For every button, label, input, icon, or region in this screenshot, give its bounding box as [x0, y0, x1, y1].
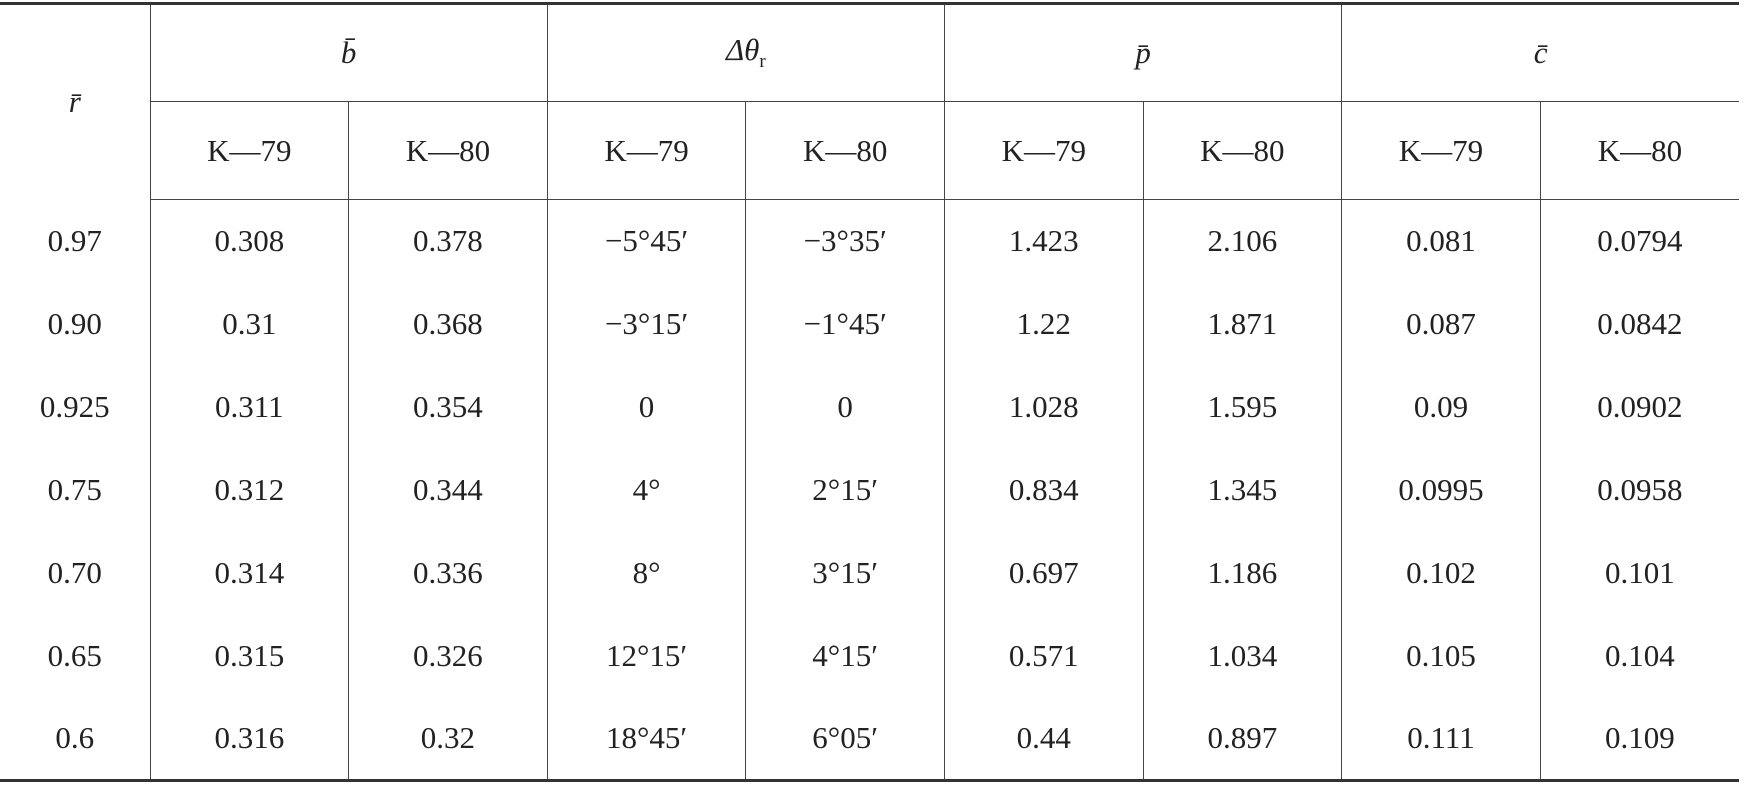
- cell: 0.101: [1539, 531, 1739, 615]
- row-label: 0.75: [47, 472, 102, 507]
- cell: 0.105: [1341, 614, 1541, 698]
- cell: 0.081: [1341, 199, 1541, 283]
- group-label: b̄: [340, 35, 357, 70]
- cell: 0.897: [1142, 697, 1342, 782]
- cell: 18°45′: [546, 697, 746, 782]
- cell: 1.345: [1142, 448, 1342, 532]
- cell: −3°15′: [546, 282, 746, 366]
- cell: 1.423: [943, 199, 1144, 283]
- cell: 8°: [546, 531, 746, 615]
- table-row: 0.925 0.311 0.354 0 0 1.028 1.595 0.09 0.0902: [0, 365, 1739, 449]
- cell: 0.109: [1539, 697, 1739, 782]
- cell: −1°45′: [745, 282, 945, 366]
- subcolumn-header: K—79: [943, 101, 1144, 200]
- cell: 0.44: [943, 697, 1144, 782]
- cell: 0.368: [348, 282, 548, 366]
- group-header: Δθr: [546, 2, 945, 102]
- table-row: 0.6 0.316 0.32 18°45′ 6°05′ 0.44 0.897 0.111 0.1…: [0, 697, 1739, 782]
- cell: 2°15′: [745, 448, 945, 532]
- cell: 4°15′: [745, 614, 945, 698]
- cell: 0.378: [348, 199, 548, 283]
- table-row: 0.97 0.308 0.378 −5°45′ −3°35′ 1.423 2.106 0.08…: [0, 199, 1739, 283]
- cell: 0.336: [348, 531, 548, 615]
- cell: 0.344: [348, 448, 548, 532]
- cell: 0.314: [149, 531, 349, 615]
- cell: 1.186: [1142, 531, 1342, 615]
- group-header-row: r̄ b̄ Δθr p̄ c̄: [0, 2, 1739, 200]
- group-header: b̄: [149, 2, 548, 102]
- cell: 1.034: [1142, 614, 1342, 698]
- cell: 12°15′: [546, 614, 746, 698]
- table-body: 0.97 0.308 0.378 −5°45′ −3°35′ 1.423 2.106 0.08…: [0, 199, 1739, 782]
- cell: 3°15′: [745, 531, 945, 615]
- cell: 0.311: [149, 365, 349, 449]
- cell: 0.09: [1341, 365, 1541, 449]
- cell: 0.0995: [1341, 448, 1541, 532]
- cell: 0.315: [149, 614, 349, 698]
- subcolumn-header: K—80: [348, 101, 548, 200]
- cell: 0.087: [1341, 282, 1541, 366]
- cell: 0.316: [149, 697, 349, 782]
- group-header: p̄: [943, 2, 1342, 102]
- row-label: 0.925: [39, 389, 110, 424]
- group-label: p̄: [1135, 35, 1151, 70]
- cell: 0.104: [1539, 614, 1739, 698]
- cell: 0: [546, 365, 746, 449]
- cell: 0.697: [943, 531, 1144, 615]
- row-label: 0.90: [47, 306, 102, 341]
- table-row: 0.70 0.314 0.336 8° 3°15′ 0.697 1.186 0.102 0.10…: [0, 531, 1739, 615]
- cell: 0: [745, 365, 945, 449]
- cell: 0.312: [149, 448, 349, 532]
- row-label: 0.97: [47, 223, 102, 258]
- subcolumn-header: K—79: [546, 101, 746, 200]
- cell: 0.0958: [1539, 448, 1739, 532]
- row-label: 0.70: [47, 555, 102, 590]
- cell: −3°35′: [745, 199, 945, 283]
- group-label: Δθ: [725, 32, 760, 68]
- subcolumn-header: K—79: [149, 101, 349, 200]
- row-header: r̄: [0, 2, 151, 200]
- cell: 0.102: [1341, 531, 1541, 615]
- cell: 1.871: [1142, 282, 1342, 366]
- cell: 0.32: [348, 697, 548, 782]
- cell: 0.308: [149, 199, 349, 283]
- row-label: 0.6: [0, 697, 151, 782]
- subcolumn-header: K—79: [1341, 101, 1541, 200]
- subcolumn-header: K—80: [1539, 101, 1739, 200]
- group-subscript: r: [759, 51, 766, 73]
- table-row: 0.75 0.312 0.344 4° 2°15′ 0.834 1.345 0.0995 0.0…: [0, 448, 1739, 532]
- cell: −5°45′: [546, 199, 746, 283]
- cell: 0.326: [348, 614, 548, 698]
- subheader-row: K—79 K—80 K—79 K—80 K—79 K—80 K—79 K—80: [0, 101, 1739, 200]
- cell: 0.0842: [1539, 282, 1739, 366]
- group-header: c̄: [1341, 2, 1739, 102]
- cell: 0.354: [348, 365, 548, 449]
- cell: 1.028: [943, 365, 1144, 449]
- cell: 0.834: [943, 448, 1144, 532]
- cell: 0.0794: [1539, 199, 1739, 283]
- cell: 0.0902: [1539, 365, 1739, 449]
- cell: 6°05′: [745, 697, 945, 782]
- table-row: 0.90 0.31 0.368 −3°15′ −1°45′ 1.22 1.871 0.087 0…: [0, 282, 1739, 366]
- row-label: 0.65: [47, 638, 102, 673]
- cell: 2.106: [1142, 199, 1342, 283]
- row-header-label: r̄: [68, 84, 81, 120]
- subcolumn-header: K—80: [1142, 101, 1342, 200]
- cell: 0.571: [943, 614, 1144, 698]
- cell: 0.111: [1341, 697, 1541, 782]
- cell: 0.31: [149, 282, 349, 366]
- group-label: c̄: [1533, 35, 1548, 70]
- cell: 4°: [546, 448, 746, 532]
- cell: 1.22: [943, 282, 1144, 366]
- cell: 1.595: [1142, 365, 1342, 449]
- subcolumn-header: K—80: [745, 101, 945, 200]
- table-head: r̄ b̄ Δθr p̄ c̄ K—79 K—80 K—79 K—80 K—79 K—80 K—7…: [0, 2, 1739, 200]
- table-row: 0.65 0.315 0.326 12°15′ 4°15′ 0.571 1.034 0.105…: [0, 614, 1739, 698]
